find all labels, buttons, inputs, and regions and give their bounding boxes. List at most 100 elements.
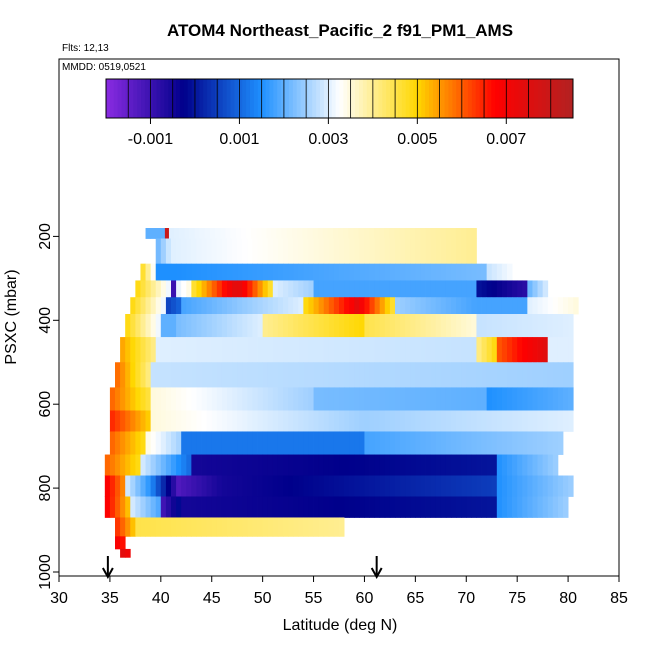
heatmap-cell [318,387,325,411]
heatmap-cell [532,475,538,497]
colorbar-swatch [179,79,185,118]
heatmap-cell [240,228,247,239]
heatmap-cell [191,517,197,537]
heatmap-cell [451,362,457,388]
heatmap-cell [277,263,284,281]
heatmap-cell [303,314,309,338]
heatmap-cell [369,238,376,265]
heatmap-cell [400,362,406,388]
heatmap-cell [160,410,167,432]
heatmap-cell [242,280,248,298]
heatmap-cell [120,517,126,537]
heatmap-cell [486,297,493,315]
heatmap-cell [211,496,218,518]
heatmap-cell [395,263,401,281]
heatmap-cell [445,387,452,411]
heatmap-cell [130,496,136,518]
heatmap-cell [283,387,289,411]
heatmap-cell [354,454,360,476]
heatmap-cell [323,496,330,518]
colorbar-swatch [518,79,523,118]
heatmap-cell [461,410,467,432]
heatmap-cell [283,314,289,338]
heatmap-cell [109,454,116,476]
heatmap-cell [272,454,279,476]
heatmap-cell [216,517,223,537]
colorbar-swatch [191,79,197,118]
x-tick-label: 55 [305,590,323,607]
heatmap-cell [221,362,228,388]
heatmap-cell [191,337,197,363]
heatmap-cell [507,454,513,476]
heatmap-cell [547,431,554,455]
heatmap-cell [322,228,329,239]
heatmap-cell [211,454,218,476]
heatmap-cell [507,431,513,455]
heatmap-cell [247,362,253,388]
heatmap-cell [384,362,391,388]
heatmap-cell [557,431,564,455]
heatmap-cell [456,387,462,411]
heatmap-cell [150,517,157,537]
heatmap-cell [552,362,559,388]
heatmap-cell [221,410,228,432]
heatmap-cell [532,387,538,411]
heatmap-cell [125,548,131,558]
heatmap-cell [211,475,218,497]
heatmap-cell [542,280,549,298]
heatmap-cell [271,228,277,239]
heatmap-cell [354,387,360,411]
heatmap-cell [344,431,350,455]
colorbar-swatch [176,79,181,118]
heatmap-cell [308,263,314,281]
heatmap-cell [196,387,202,411]
heatmap-cell [512,454,518,476]
heatmap-cell [196,517,202,537]
heatmap-cell [466,496,472,518]
heatmap-cell [369,314,376,338]
heatmap-cell [456,496,462,518]
heatmap-cell [237,238,243,265]
heatmap-cell [257,496,264,518]
colorbar-swatch [339,79,344,118]
heatmap-cell [395,454,401,476]
y-tick-label: 1000 [37,554,54,590]
heatmap-cell [374,475,381,497]
heatmap-cell [344,263,350,281]
heatmap-cell [471,410,477,432]
heatmap-cell [425,410,432,432]
heatmap-cell [456,280,462,298]
heatmap-cell [277,454,284,476]
heatmap-cell [160,228,166,239]
heatmap-cell [517,297,523,315]
heatmap-cell [512,431,518,455]
colorbar-swatch [230,79,235,118]
heatmap-cell [333,297,340,315]
heatmap-cell [420,238,426,265]
heatmap-cell [384,410,391,432]
heatmap-cell [272,314,279,338]
x-tick-label: 35 [101,590,119,607]
heatmap-cell [247,387,253,411]
heatmap-cell [339,454,345,476]
heatmap-cell [150,314,157,338]
heatmap-cell [384,280,391,298]
heatmap-cell [532,410,538,432]
heatmap-cell [384,314,391,338]
heatmap-cell [552,387,559,411]
heatmap-cell [328,263,335,281]
heatmap-cell [283,454,289,476]
heatmap-cell [277,475,284,497]
heatmap-cell [245,228,252,239]
heatmap-cell [247,517,253,537]
heatmap-cell [364,280,370,298]
heatmap-cell [115,536,121,550]
heatmap-cell [445,337,452,363]
heatmap-cell [293,475,299,497]
heatmap-cell [252,517,258,537]
heatmap-cell [242,496,248,518]
heatmap-cell [451,337,457,363]
heatmap-cell [252,238,258,265]
heatmap-cell [491,410,498,432]
heatmap-cell [196,496,202,518]
